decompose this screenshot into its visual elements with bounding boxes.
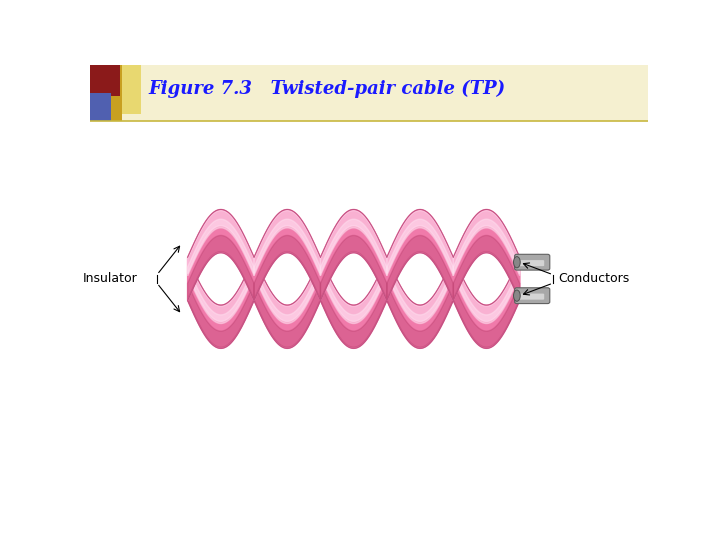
Polygon shape bbox=[387, 284, 453, 347]
Polygon shape bbox=[320, 258, 387, 348]
FancyBboxPatch shape bbox=[518, 260, 544, 266]
Polygon shape bbox=[320, 219, 387, 275]
Polygon shape bbox=[254, 219, 320, 275]
Polygon shape bbox=[454, 267, 520, 323]
Polygon shape bbox=[188, 284, 254, 347]
Polygon shape bbox=[188, 210, 254, 301]
Polygon shape bbox=[320, 211, 387, 273]
FancyBboxPatch shape bbox=[515, 254, 550, 270]
Polygon shape bbox=[188, 259, 254, 321]
Polygon shape bbox=[188, 219, 254, 276]
Polygon shape bbox=[254, 267, 320, 323]
Polygon shape bbox=[188, 258, 254, 348]
Polygon shape bbox=[320, 235, 387, 299]
FancyBboxPatch shape bbox=[515, 288, 550, 303]
Polygon shape bbox=[254, 211, 320, 273]
Polygon shape bbox=[387, 211, 453, 273]
Polygon shape bbox=[454, 210, 520, 301]
Polygon shape bbox=[254, 235, 320, 299]
FancyBboxPatch shape bbox=[110, 65, 141, 114]
Polygon shape bbox=[454, 219, 520, 276]
FancyBboxPatch shape bbox=[518, 294, 544, 300]
FancyBboxPatch shape bbox=[90, 93, 111, 121]
Text: Figure 7.3   Twisted-pair cable (TP): Figure 7.3 Twisted-pair cable (TP) bbox=[148, 79, 505, 98]
Polygon shape bbox=[387, 219, 453, 275]
Polygon shape bbox=[387, 267, 453, 323]
Polygon shape bbox=[454, 284, 520, 347]
FancyBboxPatch shape bbox=[90, 65, 648, 121]
Polygon shape bbox=[188, 267, 254, 323]
Polygon shape bbox=[320, 284, 387, 347]
Polygon shape bbox=[254, 259, 320, 321]
Polygon shape bbox=[320, 259, 387, 321]
Polygon shape bbox=[320, 210, 387, 300]
Polygon shape bbox=[254, 210, 320, 300]
Ellipse shape bbox=[513, 256, 521, 268]
Polygon shape bbox=[454, 235, 520, 300]
Polygon shape bbox=[188, 211, 254, 274]
Polygon shape bbox=[387, 210, 453, 300]
Polygon shape bbox=[254, 284, 320, 347]
Polygon shape bbox=[387, 235, 453, 299]
Polygon shape bbox=[188, 235, 254, 300]
Polygon shape bbox=[320, 267, 387, 323]
FancyBboxPatch shape bbox=[110, 65, 122, 121]
FancyBboxPatch shape bbox=[90, 65, 120, 96]
Text: Insulator: Insulator bbox=[83, 273, 138, 286]
Polygon shape bbox=[454, 259, 520, 321]
Polygon shape bbox=[387, 258, 453, 348]
Polygon shape bbox=[387, 259, 453, 321]
Polygon shape bbox=[454, 258, 520, 348]
Text: Conductors: Conductors bbox=[559, 273, 630, 286]
Polygon shape bbox=[454, 211, 520, 274]
Polygon shape bbox=[254, 258, 320, 348]
Ellipse shape bbox=[513, 290, 521, 301]
